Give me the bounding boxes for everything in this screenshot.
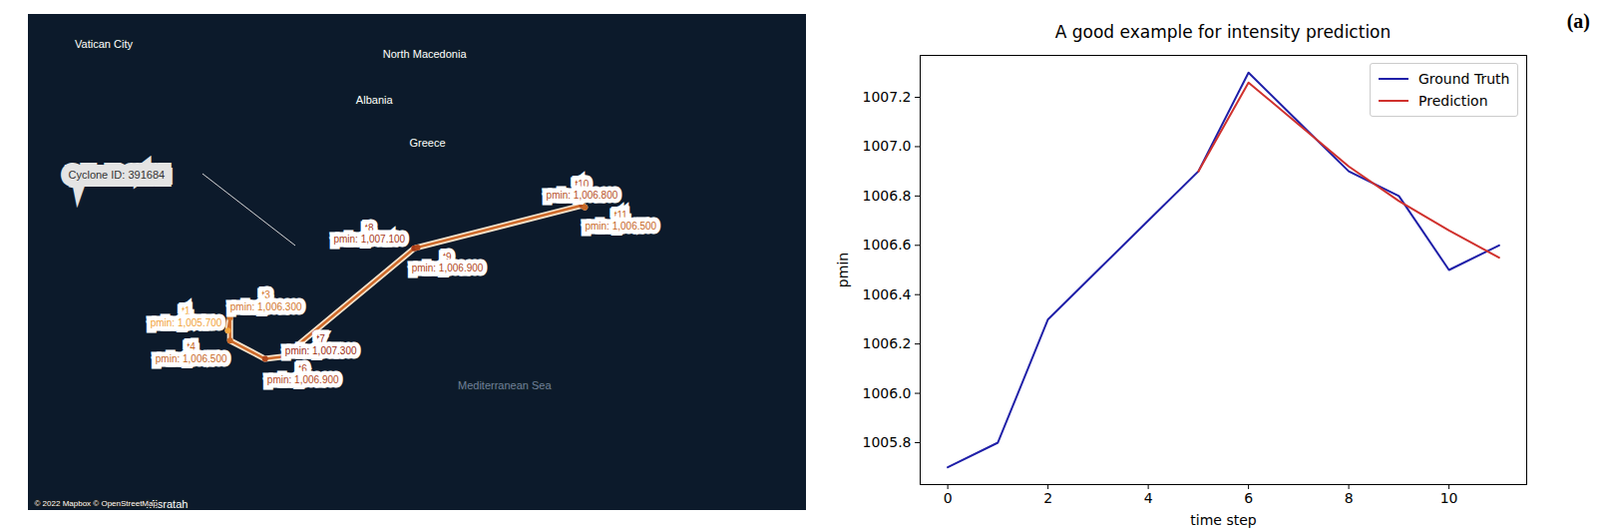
html-text:(a): (a) <box>1566 9 1591 32</box>
svg-text:6: 6 <box>1243 489 1253 506</box>
svg-text:1005.8: 1005.8 <box>862 433 912 450</box>
svg-text:Vatican City: Vatican City <box>74 37 133 50</box>
html-text:A good example for intensity p: A good example for intensity prediction <box>1055 21 1391 42</box>
svg-text:1006.6: 1006.6 <box>862 236 912 253</box>
svg-text:North Macedonia: North Macedonia <box>383 47 468 60</box>
svg-text:t11pmin: 1,006.500: t11pmin: 1,006.500 <box>584 209 657 233</box>
svg-text:t9pmin: 1,006.900: t9pmin: 1,006.900 <box>411 251 484 275</box>
svg-text:© 2022 Mapbox © OpenStreetMap: © 2022 Mapbox © OpenStreetMap <box>34 498 159 508</box>
svg-text:t8pmin: 1,007.100: t8pmin: 1,007.100 <box>333 222 405 246</box>
svg-text:2: 2 <box>1043 489 1053 506</box>
svg-text:t3pmin: 1,006.300: t3pmin: 1,006.300 <box>230 289 303 313</box>
html-text:Prediction: Prediction <box>1418 92 1488 109</box>
svg-text:pmin: pmin <box>834 252 851 288</box>
svg-text:Cyclone ID: 391684: Cyclone ID: 391684 <box>68 168 166 181</box>
html-text:Ground Truth: Ground Truth <box>1418 70 1510 87</box>
svg-text:t1pmin: 1,005.700: t1pmin: 1,005.700 <box>150 305 223 329</box>
svg-text:0: 0 <box>943 489 953 506</box>
svg-text:1006.8: 1006.8 <box>862 187 912 204</box>
svg-text:1006.0: 1006.0 <box>862 385 912 401</box>
svg-text:1006.4: 1006.4 <box>862 286 912 303</box>
svg-text:time step: time step <box>1190 511 1256 528</box>
svg-text:1007.2: 1007.2 <box>862 88 912 105</box>
svg-text:Greece: Greece <box>408 136 445 149</box>
svg-text:t6pmin: 1,006.900: t6pmin: 1,006.900 <box>267 362 340 386</box>
svg-text:t10pmin: 1,006.800: t10pmin: 1,006.800 <box>546 178 619 202</box>
svg-text:1007.0: 1007.0 <box>862 137 912 154</box>
svg-text:8: 8 <box>1344 489 1354 506</box>
svg-text:Misratah: Misratah <box>145 497 188 510</box>
svg-text:4: 4 <box>1144 489 1154 506</box>
svg-text:t4pmin: 1,006.500: t4pmin: 1,006.500 <box>155 341 228 365</box>
svg-text:Albania: Albania <box>356 93 395 106</box>
svg-text:t7pmin: 1,007.300: t7pmin: 1,007.300 <box>285 333 358 357</box>
svg-text:Mediterranean Sea: Mediterranean Sea <box>457 379 552 392</box>
svg-text:10: 10 <box>1440 489 1459 506</box>
svg-text:1006.2: 1006.2 <box>862 335 912 352</box>
